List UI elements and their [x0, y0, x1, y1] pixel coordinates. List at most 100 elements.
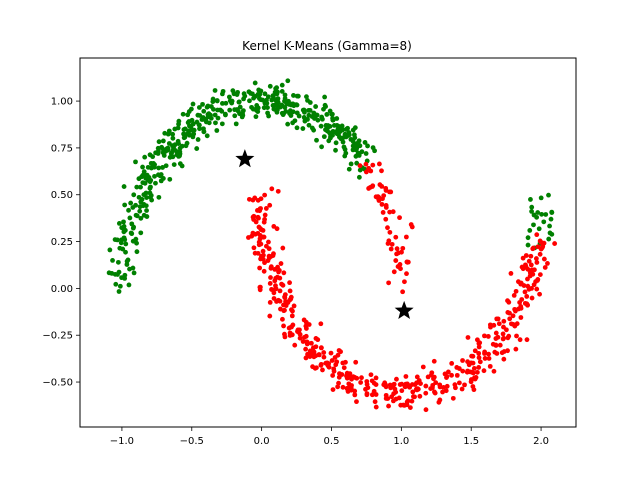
- cluster-green-point: [534, 214, 540, 220]
- cluster-green-point: [204, 133, 210, 139]
- cluster-red-point: [268, 275, 273, 280]
- cluster-red-point: [409, 224, 415, 230]
- cluster-red-point: [262, 212, 268, 218]
- cluster-red-point: [425, 374, 431, 380]
- cluster-red-point: [404, 271, 409, 277]
- cluster-green-point: [226, 94, 232, 100]
- cluster-green-point: [290, 101, 296, 107]
- cluster-red-point: [364, 391, 370, 397]
- cluster-red-point: [398, 402, 404, 408]
- cluster-green-point: [372, 148, 377, 154]
- cluster-red-point: [287, 330, 293, 336]
- cluster-green-point: [177, 161, 183, 167]
- cluster-green-point: [200, 101, 205, 107]
- cluster-red-point: [287, 288, 293, 294]
- centroid-star-2: [394, 300, 414, 319]
- cluster-red-point: [303, 333, 309, 339]
- cluster-green-point: [201, 108, 207, 114]
- cluster-green-point: [121, 219, 126, 225]
- cluster-red-point: [283, 299, 288, 304]
- cluster-red-point: [336, 380, 341, 386]
- cluster-red-point: [303, 346, 309, 352]
- cluster-green-point: [319, 114, 325, 120]
- cluster-red-point: [505, 348, 510, 354]
- cluster-green-point: [208, 112, 213, 118]
- cluster-green-point: [158, 178, 164, 184]
- cluster-red-point: [468, 360, 474, 366]
- cluster-red-point: [373, 194, 379, 200]
- cluster-red-point: [519, 264, 525, 270]
- cluster-green-point: [113, 281, 119, 287]
- cluster-red-point: [469, 369, 475, 375]
- cluster-red-point: [267, 313, 273, 319]
- cluster-green-point: [240, 108, 246, 114]
- cluster-red-point: [393, 234, 399, 240]
- cluster-green-point: [126, 207, 131, 213]
- cluster-green-point: [353, 147, 359, 153]
- cluster-red-point: [271, 251, 276, 257]
- cluster-red-point: [494, 316, 500, 322]
- cluster-red-point: [388, 246, 394, 252]
- cluster-green-point: [525, 242, 531, 248]
- cluster-red-point: [476, 350, 482, 356]
- cluster-green-point: [147, 185, 153, 191]
- cluster-red-point: [412, 394, 417, 400]
- cluster-green-point: [170, 135, 176, 141]
- cluster-red-point: [469, 353, 475, 359]
- cluster-green-point: [337, 134, 342, 140]
- cluster-red-point: [250, 214, 256, 220]
- cluster-red-point: [388, 385, 393, 391]
- cluster-green-point: [130, 205, 136, 210]
- cluster-red-point: [379, 168, 384, 174]
- cluster-red-point: [533, 256, 539, 261]
- cluster-green-point: [153, 180, 158, 186]
- cluster-green-point: [182, 134, 188, 140]
- cluster-red-point: [387, 189, 392, 195]
- cluster-green-point: [196, 122, 202, 128]
- cluster-red-point: [277, 298, 283, 304]
- cluster-red-point: [373, 382, 379, 388]
- cluster-green-point: [107, 247, 113, 253]
- centroid-star-1: [235, 149, 255, 168]
- cluster-green-point: [179, 143, 185, 149]
- cluster-red-point: [280, 245, 286, 251]
- cluster-red-point: [376, 198, 382, 203]
- cluster-green-point: [115, 259, 121, 265]
- cluster-green-point: [343, 150, 349, 156]
- cluster-green-point: [128, 230, 134, 236]
- cluster-red-point: [300, 339, 306, 344]
- cluster-red-point: [409, 398, 415, 404]
- cluster-green-point: [156, 139, 162, 145]
- cluster-red-point: [250, 197, 256, 203]
- cluster-green-point: [116, 269, 122, 275]
- cluster-red-point: [306, 351, 311, 357]
- cluster-green-point: [340, 139, 346, 145]
- cluster-red-point: [398, 266, 403, 272]
- cluster-green-point: [219, 121, 225, 127]
- cluster-green-point: [109, 271, 115, 276]
- cluster-red-point: [262, 260, 267, 266]
- cluster-green-point: [527, 228, 533, 233]
- cluster-green-point: [304, 94, 309, 100]
- cluster-red-point: [541, 256, 547, 262]
- cluster-green-point: [543, 212, 549, 217]
- cluster-green-point: [336, 124, 342, 129]
- cluster-red-point: [303, 319, 309, 325]
- cluster-green-point: [197, 126, 202, 132]
- cluster-red-point: [468, 377, 474, 382]
- cluster-red-point: [534, 286, 540, 292]
- cluster-green-point: [184, 140, 190, 146]
- cluster-green-point: [228, 99, 234, 105]
- y-tick-label: 1.00: [51, 97, 73, 108]
- cluster-red-point: [513, 288, 519, 294]
- cluster-red-point: [542, 265, 548, 270]
- cluster-red-point: [538, 240, 544, 245]
- cluster-red-point: [552, 241, 558, 246]
- cluster-red-point: [389, 241, 395, 247]
- cluster-green-point: [133, 212, 139, 218]
- x-tick-label: 0.0: [254, 436, 270, 447]
- cluster-green-point: [529, 208, 534, 214]
- cluster-red-point: [281, 323, 286, 329]
- cluster-green-point: [294, 125, 300, 131]
- cluster-green-point: [156, 194, 162, 200]
